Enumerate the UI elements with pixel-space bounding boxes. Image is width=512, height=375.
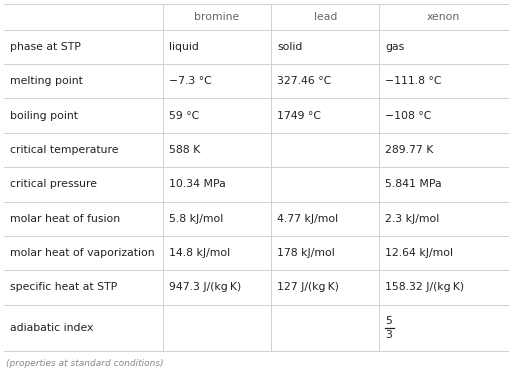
Text: −111.8 °C: −111.8 °C	[386, 76, 442, 86]
Text: specific heat at STP: specific heat at STP	[10, 282, 117, 292]
Text: 5.8 kJ/mol: 5.8 kJ/mol	[169, 214, 223, 224]
Text: 5.841 MPa: 5.841 MPa	[386, 179, 442, 189]
Text: 5: 5	[386, 316, 392, 326]
Text: molar heat of fusion: molar heat of fusion	[10, 214, 120, 224]
Text: solid: solid	[277, 42, 303, 52]
Text: 289.77 K: 289.77 K	[386, 145, 434, 155]
Text: 10.34 MPa: 10.34 MPa	[169, 179, 225, 189]
Text: phase at STP: phase at STP	[10, 42, 81, 52]
Text: critical temperature: critical temperature	[10, 145, 118, 155]
Text: critical pressure: critical pressure	[10, 179, 97, 189]
Text: 59 °C: 59 °C	[169, 111, 199, 121]
Text: 127 J/(kg K): 127 J/(kg K)	[277, 282, 339, 292]
Text: xenon: xenon	[427, 12, 460, 22]
Text: gas: gas	[386, 42, 404, 52]
Text: 4.77 kJ/mol: 4.77 kJ/mol	[277, 214, 338, 224]
Text: 178 kJ/mol: 178 kJ/mol	[277, 248, 335, 258]
Text: melting point: melting point	[10, 76, 83, 86]
Text: 12.64 kJ/mol: 12.64 kJ/mol	[386, 248, 454, 258]
Text: 158.32 J/(kg K): 158.32 J/(kg K)	[386, 282, 464, 292]
Text: −108 °C: −108 °C	[386, 111, 432, 121]
Text: bromine: bromine	[195, 12, 240, 22]
Text: 588 K: 588 K	[169, 145, 200, 155]
Text: −7.3 °C: −7.3 °C	[169, 76, 211, 86]
Text: liquid: liquid	[169, 42, 199, 52]
Text: 947.3 J/(kg K): 947.3 J/(kg K)	[169, 282, 241, 292]
Text: 14.8 kJ/mol: 14.8 kJ/mol	[169, 248, 230, 258]
Text: 327.46 °C: 327.46 °C	[277, 76, 331, 86]
Text: 2.3 kJ/mol: 2.3 kJ/mol	[386, 214, 440, 224]
Text: (properties at standard conditions): (properties at standard conditions)	[6, 359, 164, 368]
Text: 1749 °C: 1749 °C	[277, 111, 321, 121]
Text: boiling point: boiling point	[10, 111, 78, 121]
Text: molar heat of vaporization: molar heat of vaporization	[10, 248, 155, 258]
Text: lead: lead	[314, 12, 337, 22]
Text: 3: 3	[386, 330, 392, 340]
Text: adiabatic index: adiabatic index	[10, 323, 93, 333]
